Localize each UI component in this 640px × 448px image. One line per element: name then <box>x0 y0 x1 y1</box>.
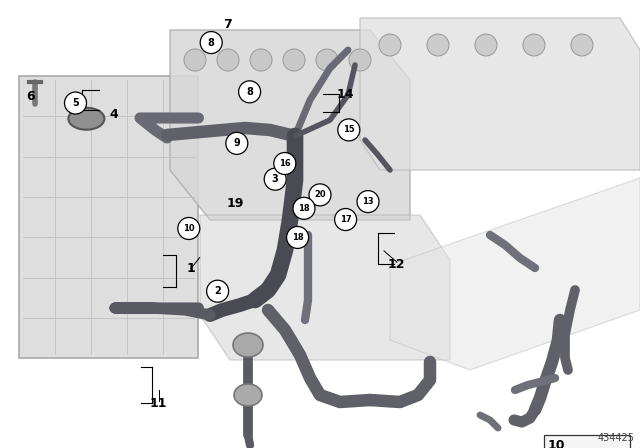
Circle shape <box>335 208 356 231</box>
Text: 13: 13 <box>362 197 374 206</box>
Ellipse shape <box>233 333 263 357</box>
Text: 16: 16 <box>279 159 291 168</box>
Circle shape <box>427 34 449 56</box>
Text: 6: 6 <box>26 90 35 103</box>
Circle shape <box>357 190 379 213</box>
Circle shape <box>226 132 248 155</box>
Bar <box>544 435 630 448</box>
Circle shape <box>264 168 286 190</box>
Circle shape <box>571 34 593 56</box>
Ellipse shape <box>234 384 262 406</box>
Text: 15: 15 <box>343 125 355 134</box>
Text: 5: 5 <box>72 98 79 108</box>
Circle shape <box>65 92 86 114</box>
Text: 18: 18 <box>298 204 310 213</box>
Text: 7: 7 <box>223 18 232 31</box>
Text: 3: 3 <box>272 174 278 184</box>
Text: 20: 20 <box>314 190 326 199</box>
Text: 17: 17 <box>340 215 351 224</box>
Bar <box>19 76 198 358</box>
Text: 8: 8 <box>208 38 214 47</box>
Circle shape <box>309 184 331 206</box>
Circle shape <box>316 49 338 71</box>
Circle shape <box>523 34 545 56</box>
Circle shape <box>239 81 260 103</box>
Circle shape <box>250 49 272 71</box>
Text: 18: 18 <box>292 233 303 242</box>
Circle shape <box>178 217 200 240</box>
Polygon shape <box>170 30 410 220</box>
Circle shape <box>217 49 239 71</box>
Text: 14: 14 <box>337 87 355 101</box>
Circle shape <box>274 152 296 175</box>
Text: 4: 4 <box>109 108 118 121</box>
Circle shape <box>200 31 222 54</box>
Text: 434425: 434425 <box>598 433 635 443</box>
Circle shape <box>338 119 360 141</box>
Circle shape <box>283 49 305 71</box>
Circle shape <box>349 49 371 71</box>
Polygon shape <box>360 18 640 170</box>
Text: 10: 10 <box>548 439 566 448</box>
Text: 9: 9 <box>234 138 240 148</box>
Polygon shape <box>390 178 640 370</box>
Polygon shape <box>200 215 450 360</box>
Text: 12: 12 <box>388 258 406 271</box>
Text: 19: 19 <box>227 197 244 211</box>
Circle shape <box>207 280 228 302</box>
Text: 2: 2 <box>214 286 221 296</box>
Circle shape <box>475 34 497 56</box>
Text: 8: 8 <box>246 87 253 97</box>
Circle shape <box>293 197 315 220</box>
Circle shape <box>184 49 206 71</box>
Text: 1: 1 <box>186 262 195 276</box>
Ellipse shape <box>68 108 104 130</box>
Text: 10: 10 <box>183 224 195 233</box>
Circle shape <box>379 34 401 56</box>
Circle shape <box>287 226 308 249</box>
Text: 11: 11 <box>150 396 168 410</box>
